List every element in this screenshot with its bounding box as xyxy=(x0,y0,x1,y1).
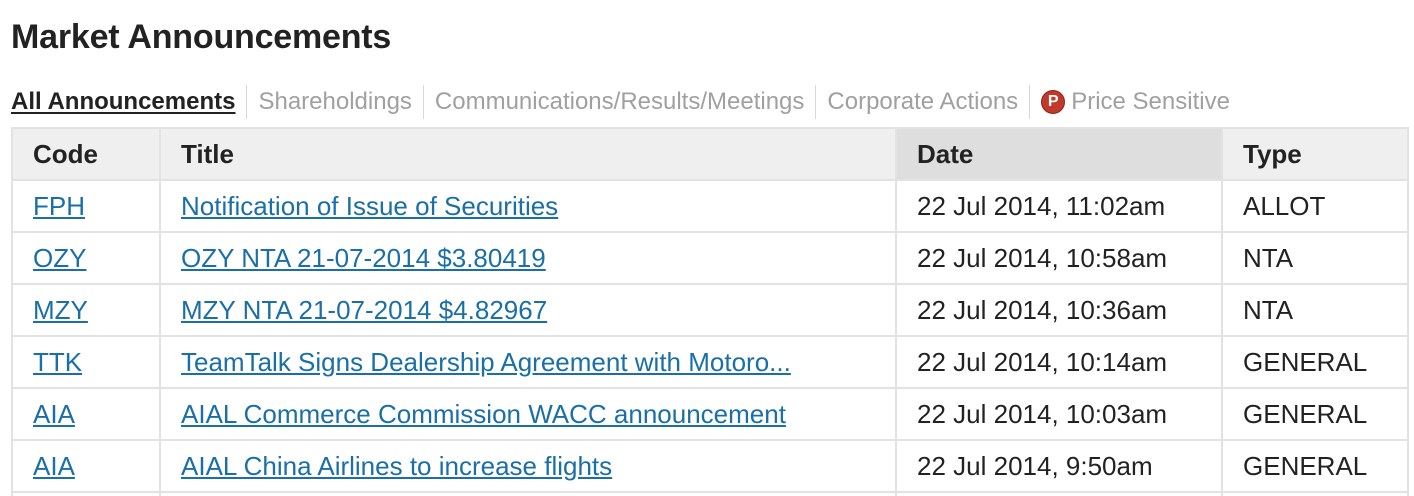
date-cell: 22 Jul 2014, 10:58am xyxy=(895,231,1223,285)
column-header-type[interactable]: Type xyxy=(1221,127,1409,181)
tab-all-announcements[interactable]: All Announcements xyxy=(11,88,236,115)
column-header-title[interactable]: Title xyxy=(159,127,897,181)
type-cell: ALLOT xyxy=(1221,179,1409,233)
price-sensitive-icon: P xyxy=(1041,90,1066,114)
code-cell: MZY xyxy=(11,283,161,337)
title-cell: OZY NTA 21-07-2014 $3.80419 xyxy=(159,231,897,285)
table-row: MZY MZY NTA 21-07-2014 $4.82967 22 Jul 2… xyxy=(11,283,1409,337)
tab-price-sensitive-label: Price Sensitive xyxy=(1071,88,1230,115)
type-cell: NTA xyxy=(1221,283,1409,337)
date-cell: 22 Jul 2014, 10:03am xyxy=(895,387,1223,441)
column-header-date[interactable]: Date xyxy=(895,127,1223,181)
table-row: AIA AIAL Commerce Commission WACC announ… xyxy=(11,387,1409,441)
table-row: AIA AIAL China Airlines to increase flig… xyxy=(11,439,1409,493)
title-link[interactable]: AIAL China Airlines to increase flights xyxy=(181,450,613,481)
date-cell: 22 Jul 2014, 11:02am xyxy=(895,179,1223,233)
tab-price-sensitive[interactable]: P Price Sensitive xyxy=(1029,85,1241,119)
type-cell: GENERAL xyxy=(1221,439,1409,493)
date-cell: 22 Jul 2014, 9:50am xyxy=(895,439,1223,493)
code-cell: AIA xyxy=(11,387,161,441)
title-cell: Notification of Issue of Securities xyxy=(159,179,897,233)
title-cell: MZY NTA 21-07-2014 $4.82967 xyxy=(159,283,897,337)
date-cell: 22 Jul 2014, 10:36am xyxy=(895,283,1223,337)
announcement-filter-tabs: All Announcements Shareholdings Communic… xyxy=(11,84,1241,120)
title-cell: AIAL China Airlines to increase flights xyxy=(159,439,897,493)
title-link[interactable]: MZY NTA 21-07-2014 $4.82967 xyxy=(181,294,548,325)
announcements-table: Code Title Date Type FPH Notification of… xyxy=(11,127,1409,496)
tab-communications-results-meetings[interactable]: Communications/Results/Meetings xyxy=(422,85,815,119)
title-link[interactable]: OZY NTA 21-07-2014 $3.80419 xyxy=(181,242,546,273)
column-header-code[interactable]: Code xyxy=(11,127,161,181)
code-link[interactable]: FPH xyxy=(33,190,85,221)
code-link[interactable]: MZY xyxy=(33,294,88,325)
table-row: TTK TeamTalk Signs Dealership Agreement … xyxy=(11,335,1409,389)
type-cell: GENERAL xyxy=(1221,335,1409,389)
title-link[interactable]: TeamTalk Signs Dealership Agreement with… xyxy=(181,346,791,377)
type-cell: GENERAL xyxy=(1221,387,1409,441)
type-cell: NTA xyxy=(1221,231,1409,285)
table-row: FPH Notification of Issue of Securities … xyxy=(11,179,1409,233)
tab-corporate-actions[interactable]: Corporate Actions xyxy=(815,85,1029,119)
code-link[interactable]: AIA xyxy=(33,450,75,481)
title-cell: AIAL Commerce Commission WACC announceme… xyxy=(159,387,897,441)
tab-shareholdings[interactable]: Shareholdings xyxy=(246,85,422,119)
code-cell: OZY xyxy=(11,231,161,285)
table-header-row: Code Title Date Type xyxy=(11,127,1409,181)
title-cell: TeamTalk Signs Dealership Agreement with… xyxy=(159,335,897,389)
title-link[interactable]: Notification of Issue of Securities xyxy=(181,190,559,221)
page-title: Market Announcements xyxy=(11,18,392,56)
title-link[interactable]: AIAL Commerce Commission WACC announceme… xyxy=(181,398,786,429)
date-cell: 22 Jul 2014, 10:14am xyxy=(895,335,1223,389)
code-link[interactable]: OZY xyxy=(33,242,87,273)
table-row: OZY OZY NTA 21-07-2014 $3.80419 22 Jul 2… xyxy=(11,231,1409,285)
code-cell: FPH xyxy=(11,179,161,233)
code-cell: AIA xyxy=(11,439,161,493)
code-cell: TTK xyxy=(11,335,161,389)
table-row-partial xyxy=(11,491,1409,496)
code-link[interactable]: TTK xyxy=(33,346,83,377)
code-link[interactable]: AIA xyxy=(33,398,75,429)
